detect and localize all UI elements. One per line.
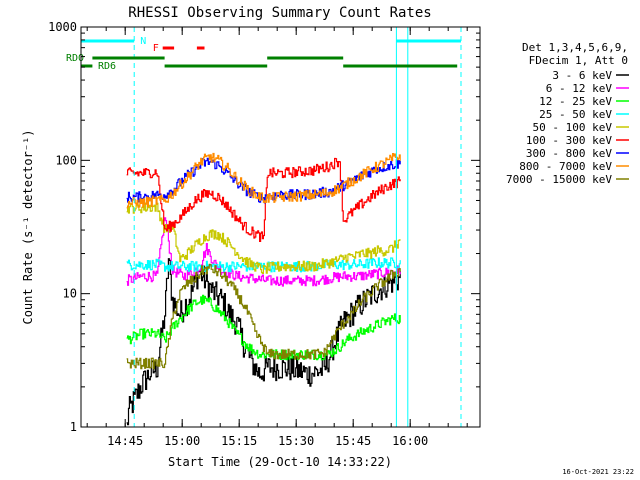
- legend-label-0: 3 - 6 keV: [552, 69, 612, 82]
- legend-header-line-2: FDecim 1, Att 0: [529, 54, 628, 67]
- flag-layer: NF RD0 RD6: [66, 27, 462, 427]
- y-tick-label-2: 100: [55, 153, 77, 167]
- legend: Det 1,3,4,5,6,9, FDecim 1, Att 0 3 - 6 k…: [506, 41, 629, 186]
- timestamp: 16-Oct-2021 23:22: [562, 468, 634, 476]
- x-tick-label-0: 14:45: [107, 434, 143, 448]
- y-axis-label: Count Rate (s⁻¹ detector⁻¹): [21, 129, 35, 324]
- flare-flag-label: F: [153, 43, 159, 54]
- legend-label-5: 100 - 300 keV: [526, 134, 612, 147]
- x-tick-label-1: 15:00: [164, 434, 200, 448]
- plot-frame: [80, 26, 481, 428]
- series-5-line: [126, 157, 401, 242]
- series-7-line: [126, 152, 401, 209]
- series-layer: [126, 152, 401, 426]
- y-tick-label-0: 1: [70, 420, 77, 434]
- x-axis-label: Start Time (29-Oct-10 14:33:22): [168, 455, 392, 469]
- legend-label-2: 12 - 25 keV: [539, 95, 612, 108]
- series-3-line: [126, 257, 401, 273]
- legend-label-1: 6 - 12 keV: [546, 82, 613, 95]
- rd6-flag-label: RD6: [98, 61, 116, 72]
- x-tick-label-4: 15:45: [335, 434, 371, 448]
- legend-label-4: 50 - 100 keV: [533, 121, 613, 134]
- y-tick-label-1: 10: [63, 287, 77, 301]
- rd0-flag-label: RD0: [66, 53, 84, 64]
- legend-label-3: 25 - 50 keV: [539, 108, 612, 121]
- x-tick-label-3: 15:30: [278, 434, 314, 448]
- legend-label-6: 300 - 800 keV: [526, 147, 612, 160]
- legend-label-8: 7000 - 15000 keV: [506, 173, 612, 186]
- series-2-line: [126, 294, 401, 361]
- series-8-line: [126, 263, 401, 370]
- chart-title: RHESSI Observing Summary Count Rates: [128, 5, 431, 21]
- x-tick-label-2: 15:15: [221, 434, 257, 448]
- legend-label-7: 800 - 7000 keV: [519, 160, 612, 173]
- axis-layer: 14:45 15:00 15:15 15:30 15:45 16:00 1 10 100 1000: [48, 20, 480, 448]
- series-0-line: [126, 258, 401, 426]
- legend-header-line-1: Det 1,3,4,5,6,9,: [522, 41, 628, 54]
- y-tick-label-3: 1000: [48, 20, 77, 34]
- night-flag-label: N: [140, 36, 146, 47]
- x-tick-label-5: 16:00: [392, 434, 428, 448]
